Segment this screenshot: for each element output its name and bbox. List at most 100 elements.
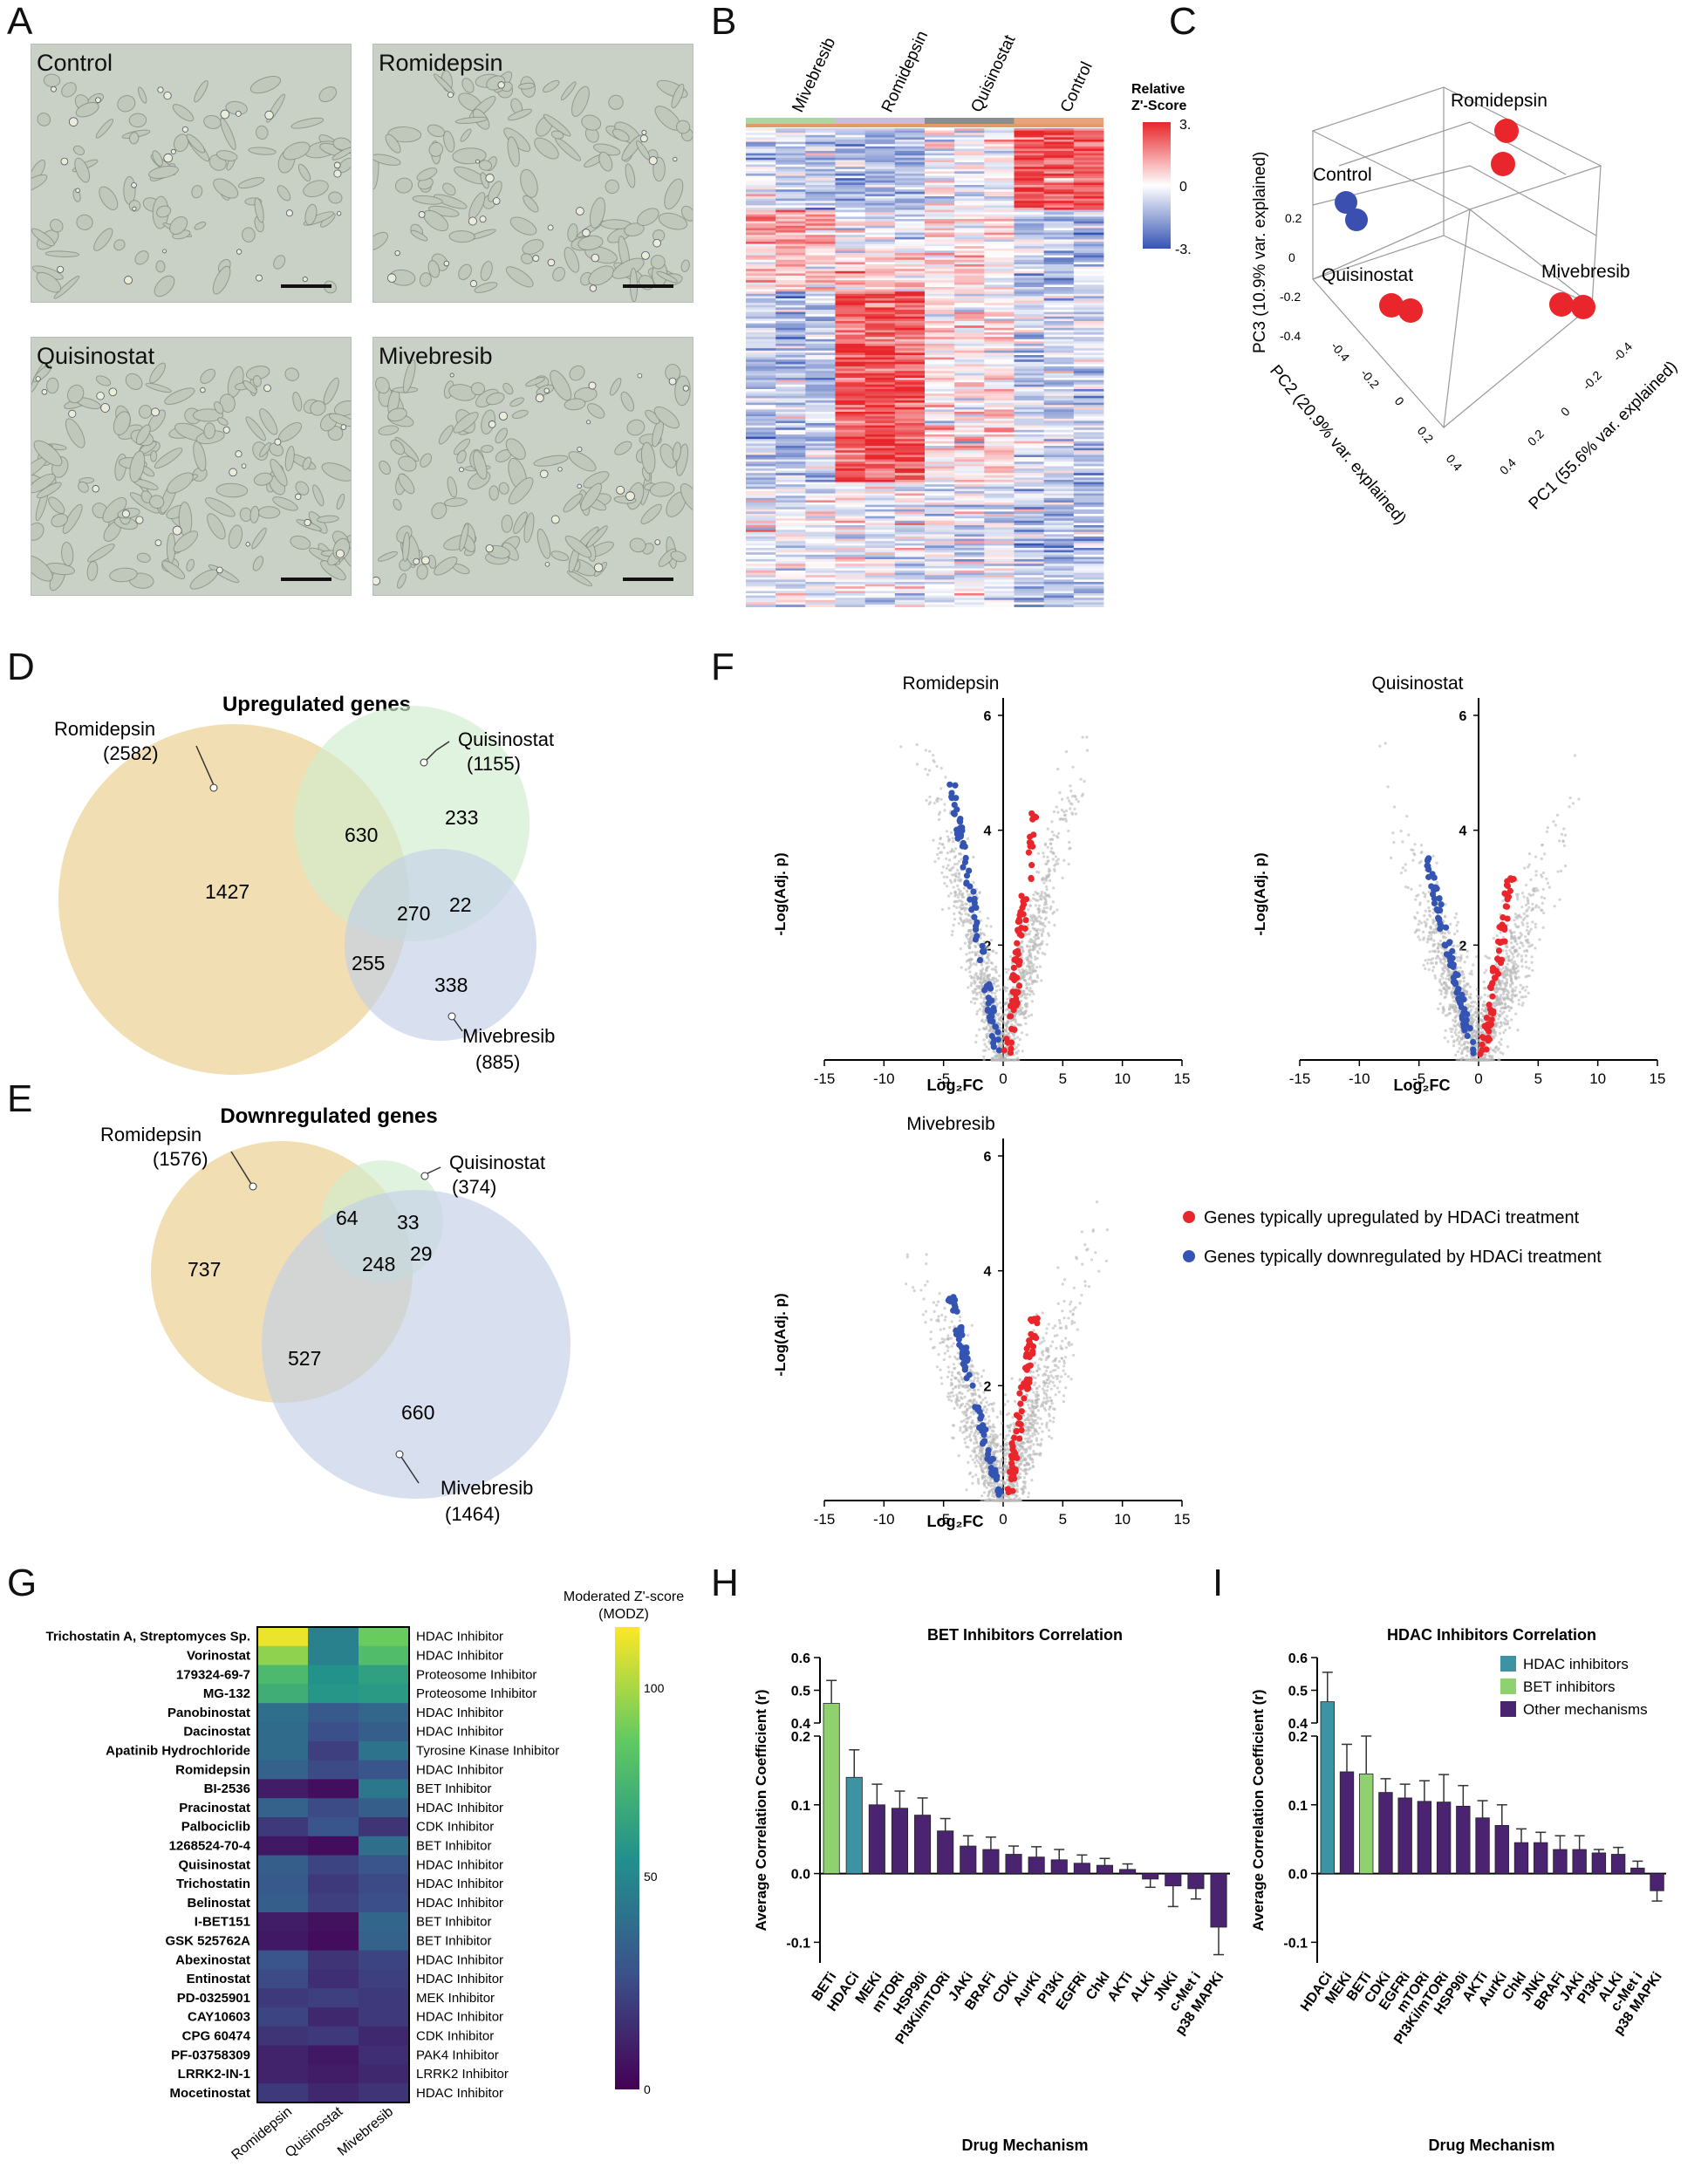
heatmap-cell — [894, 230, 926, 233]
heatmap-cell — [984, 463, 1015, 467]
heatmap-cell — [1014, 575, 1045, 578]
volcano-point-other — [960, 900, 964, 904]
heatmap-cell — [1043, 236, 1075, 240]
volcano-point-other — [974, 963, 978, 967]
volcano-point-other — [961, 906, 965, 910]
volcano-point-other — [986, 966, 989, 969]
heatmap-cell — [954, 225, 985, 229]
volcano-point-other — [1028, 976, 1033, 980]
heatmap-cell — [1073, 593, 1104, 596]
heatmap-cell — [954, 418, 985, 421]
heatmap-cell — [925, 130, 955, 133]
heatmap-cell — [984, 541, 1015, 544]
heatmap-cell — [954, 264, 985, 267]
heatmap-cell — [775, 259, 806, 263]
heatmap-cell — [835, 543, 866, 546]
heatmap-cell — [1043, 575, 1075, 578]
volcano-point-other — [965, 935, 968, 939]
cell-nucleus — [35, 376, 41, 382]
heatmap-cell — [954, 228, 985, 231]
volcano-point-other — [972, 991, 975, 995]
heatmap-cell — [864, 455, 896, 458]
heatmap-cell — [775, 595, 806, 598]
heatmap-cell — [894, 416, 926, 420]
heatmap-cell — [1014, 168, 1045, 172]
volcano-point-other — [970, 975, 974, 979]
heatmap-cell — [864, 259, 896, 263]
heatmap-cell — [984, 457, 1015, 460]
volcano-point-other — [946, 894, 951, 898]
heatmap-cell — [984, 202, 1015, 206]
heatmap-cell — [1014, 599, 1045, 603]
cell-nucleus — [75, 188, 80, 193]
heatmap-cell — [954, 334, 985, 338]
heatmap-cell — [805, 296, 836, 299]
heatmap-cell — [835, 364, 866, 367]
heatmap-cell — [984, 208, 1015, 210]
heatmap-cell — [746, 338, 776, 342]
heatmap-cell — [954, 575, 985, 578]
volcano-point-other — [1027, 1014, 1031, 1018]
volcano-point-other — [1035, 974, 1039, 977]
volcano-point-other — [961, 921, 965, 925]
cell-shape — [442, 182, 456, 196]
cell-nucleus — [543, 387, 550, 394]
heatmap-cell — [1014, 201, 1045, 204]
cell-shape — [336, 493, 345, 510]
heatmap-cell — [894, 391, 926, 394]
heatmap-cell — [954, 202, 985, 206]
heatmap-cell — [1073, 280, 1104, 284]
volcano-point-other — [1053, 923, 1056, 927]
heatmap-cell — [925, 579, 955, 583]
heatmap-cell — [864, 530, 896, 533]
volcano-point-other — [1000, 1045, 1004, 1049]
heatmap-cell — [746, 219, 776, 222]
heatmap-cell — [805, 527, 836, 530]
heatmap-cell — [1043, 452, 1075, 455]
heatmap-cell — [894, 257, 926, 261]
heatmap-cell — [835, 235, 866, 238]
heatmap-cell — [1014, 185, 1045, 188]
heatmap-cell — [746, 327, 776, 331]
heatmap-cell — [925, 201, 955, 204]
heatmap-cell — [1014, 209, 1045, 213]
heatmap-cell — [1014, 477, 1045, 481]
heatmap-cell — [1073, 144, 1104, 147]
heatmap-cell — [984, 270, 1015, 274]
heatmap-cell — [984, 598, 1015, 601]
venn-title: Downregulated genes — [220, 1104, 437, 1128]
heatmap-cell — [1014, 269, 1045, 272]
heatmap-cell — [805, 434, 836, 437]
heatmap-cell — [1043, 496, 1075, 499]
heatmap-cell — [835, 545, 866, 549]
cell-nucleus — [215, 566, 223, 574]
heatmap-cell — [984, 393, 1015, 397]
volcano-point-down — [957, 833, 964, 840]
volcano-point-other — [1000, 1058, 1003, 1062]
cell-shape — [61, 541, 74, 567]
heatmap-cell — [954, 395, 985, 399]
heatmap-cell — [1043, 391, 1075, 394]
volcano-point-other — [1012, 1018, 1015, 1022]
heatmap-cell — [894, 348, 926, 352]
cell-shape — [150, 450, 158, 462]
heatmap-cell — [984, 187, 1015, 190]
heatmap-cell — [805, 389, 836, 392]
heatmap-cell — [1073, 520, 1104, 523]
volcano-point-other — [1042, 906, 1046, 910]
heatmap-cell — [775, 429, 806, 433]
cell-shape — [284, 445, 295, 472]
volcano-point-other — [1510, 958, 1513, 961]
heatmap-cell — [1043, 443, 1075, 447]
cell-nucleus — [582, 229, 591, 237]
heatmap-cell — [894, 323, 926, 326]
heatmap-cell — [925, 164, 955, 168]
heatmap-cell — [835, 493, 866, 496]
heatmap-cell — [925, 212, 955, 215]
heatmap-cell — [746, 303, 776, 306]
heatmap-cell — [775, 344, 806, 346]
heatmap-cell — [1014, 282, 1045, 285]
cell-nucleus — [229, 468, 237, 477]
volcano-plots: -15-10-5051015246-15-10-5051015246-15-10… — [772, 673, 1665, 1530]
heatmap-cell — [1014, 400, 1045, 403]
